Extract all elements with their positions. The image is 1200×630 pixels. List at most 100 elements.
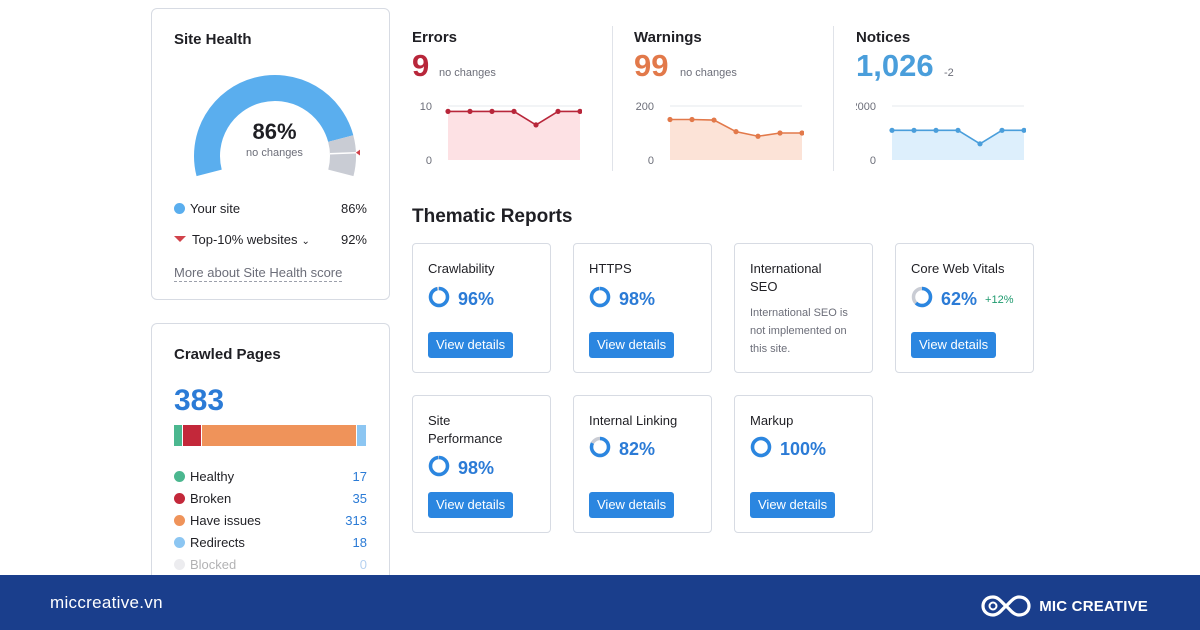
progress-ring <box>589 286 611 308</box>
warnings-value[interactable]: 99 <box>634 48 669 83</box>
view-details-button[interactable]: View details <box>428 492 514 518</box>
sparkline-point[interactable] <box>733 129 739 135</box>
y-min-label: 0 <box>426 155 432 166</box>
y-max-label: 200 <box>636 101 654 113</box>
report-card-core-web-vitals: Core Web Vitals 62% +12% View details <box>895 243 1034 373</box>
gauge-value-arc <box>194 75 354 177</box>
report-card-site-performance: Site Performance 98% View details <box>412 395 551 533</box>
crawl-legend-have-issues[interactable]: Have issues 313 <box>174 513 367 531</box>
legend-value: 313 <box>345 513 367 528</box>
sparkline-point[interactable] <box>577 108 582 114</box>
legend-value: 18 <box>352 535 367 550</box>
report-card-https: HTTPS 98% View details <box>573 243 712 373</box>
errors-value[interactable]: 9 <box>412 48 430 83</box>
sparkline-point[interactable] <box>533 122 539 128</box>
progress-ring-icon <box>750 436 780 463</box>
view-details-button[interactable]: View details <box>428 332 514 358</box>
divider <box>612 26 613 171</box>
report-score: 100% <box>750 436 826 463</box>
errors-title: Errors <box>412 29 458 46</box>
site-health-title: Site Health <box>174 31 252 48</box>
progress-ring-icon <box>428 286 458 313</box>
report-card-internal-linking: Internal Linking 82% View details <box>573 395 712 533</box>
crawled-pages-title: Crawled Pages <box>174 346 281 363</box>
report-percent: 98% <box>458 458 495 478</box>
sparkline-point[interactable] <box>445 108 451 114</box>
bar-segment-have-issues[interactable] <box>201 425 357 446</box>
progress-ring <box>911 286 933 308</box>
gauge-remainder-arc <box>328 135 356 177</box>
brand-name: MIC CREATIVE <box>1039 597 1148 615</box>
errors-panel: Errors 9 no changes 10 0 <box>412 26 612 176</box>
sparkline-point[interactable] <box>755 133 761 139</box>
footer-banner: miccreative.vn MIC CREATIVE <box>0 575 1200 630</box>
sparkline-point[interactable] <box>799 130 804 136</box>
y-min-label: 0 <box>648 155 654 166</box>
sparkline-point[interactable] <box>667 116 673 123</box>
thematic-reports-title: Thematic Reports <box>412 206 573 227</box>
legend-label: Broken <box>190 491 232 506</box>
crawl-legend-blocked[interactable]: Blocked 0 <box>174 557 367 575</box>
errors-change: no changes <box>439 67 496 79</box>
legend-label: Healthy <box>190 469 235 484</box>
view-details-button[interactable]: View details <box>589 332 675 358</box>
progress-ring-icon <box>911 286 941 313</box>
infinity-logo-icon <box>981 595 1031 617</box>
view-details-button[interactable]: View details <box>750 492 836 518</box>
chevron-down-icon[interactable]: ⌄ <box>301 236 310 247</box>
sparkline-point[interactable] <box>1021 127 1026 133</box>
crawled-pages-card: Crawled Pages 383 Healthy 17 Broken 35 Have … <box>151 323 390 583</box>
report-name: Internal Linking <box>589 413 678 428</box>
legend-dot <box>174 515 185 526</box>
sparkline-area <box>670 119 802 160</box>
top10-marker-icon <box>355 149 360 156</box>
notices-value[interactable]: 1,026 <box>856 48 934 83</box>
crawl-legend-broken[interactable]: Broken 35 <box>174 491 367 509</box>
sparkline-point[interactable] <box>555 108 561 114</box>
sparkline-point[interactable] <box>933 127 939 133</box>
site-health-change: no changes <box>246 147 303 159</box>
sparkline-point[interactable] <box>489 108 495 114</box>
legend-label: Have issues <box>190 513 261 528</box>
bar-segment-redirects[interactable] <box>357 425 366 446</box>
sparkline-point[interactable] <box>999 127 1005 133</box>
bar-segment-healthy[interactable] <box>174 425 183 446</box>
legend-top10[interactable]: Top-10% websites ⌄ 92% <box>174 232 367 250</box>
progress-ring <box>750 436 772 458</box>
sparkline-point[interactable] <box>689 116 695 123</box>
gauge-marker-line <box>329 151 356 155</box>
report-score: 82% <box>589 436 655 463</box>
sparkline-point[interactable] <box>977 141 983 147</box>
crawl-legend-redirects[interactable]: Redirects 18 <box>174 535 367 553</box>
crawled-pages-count[interactable]: 383 <box>174 384 225 417</box>
report-name: Crawlability <box>428 261 495 276</box>
view-details-button[interactable]: View details <box>911 332 997 358</box>
more-site-health-link[interactable]: More about Site Health score <box>174 265 343 282</box>
report-score: 96% <box>428 286 494 313</box>
crawl-legend-healthy[interactable]: Healthy 17 <box>174 469 367 487</box>
footer-site-url[interactable]: miccreative.vn <box>50 593 163 612</box>
sparkline-chart: 10 0 <box>420 101 582 166</box>
progress-ring <box>428 455 450 477</box>
report-score: 98% <box>428 455 494 482</box>
sparkline-point[interactable] <box>511 108 517 114</box>
progress-ring-icon <box>589 436 619 463</box>
view-details-button[interactable]: View details <box>589 492 675 518</box>
report-name: Markup <box>750 413 794 428</box>
brand-logo: MIC CREATIVE <box>981 593 1148 619</box>
progress-ring <box>589 436 611 458</box>
sparkline-point[interactable] <box>955 127 961 133</box>
legend-your-site: Your site 86% <box>174 201 367 219</box>
report-score: 62% +12% <box>911 286 1013 313</box>
sparkline-point[interactable] <box>911 127 917 133</box>
triangle-marker-icon <box>174 236 186 242</box>
sparkline-point[interactable] <box>777 130 783 136</box>
warnings-change: no changes <box>680 67 737 79</box>
sparkline-point[interactable] <box>711 117 717 123</box>
sparkline-point[interactable] <box>889 127 895 133</box>
legend-label: Your site <box>190 201 241 216</box>
report-score: 98% <box>589 286 655 313</box>
sparkline-point[interactable] <box>467 108 473 114</box>
bar-segment-broken[interactable] <box>183 425 201 446</box>
